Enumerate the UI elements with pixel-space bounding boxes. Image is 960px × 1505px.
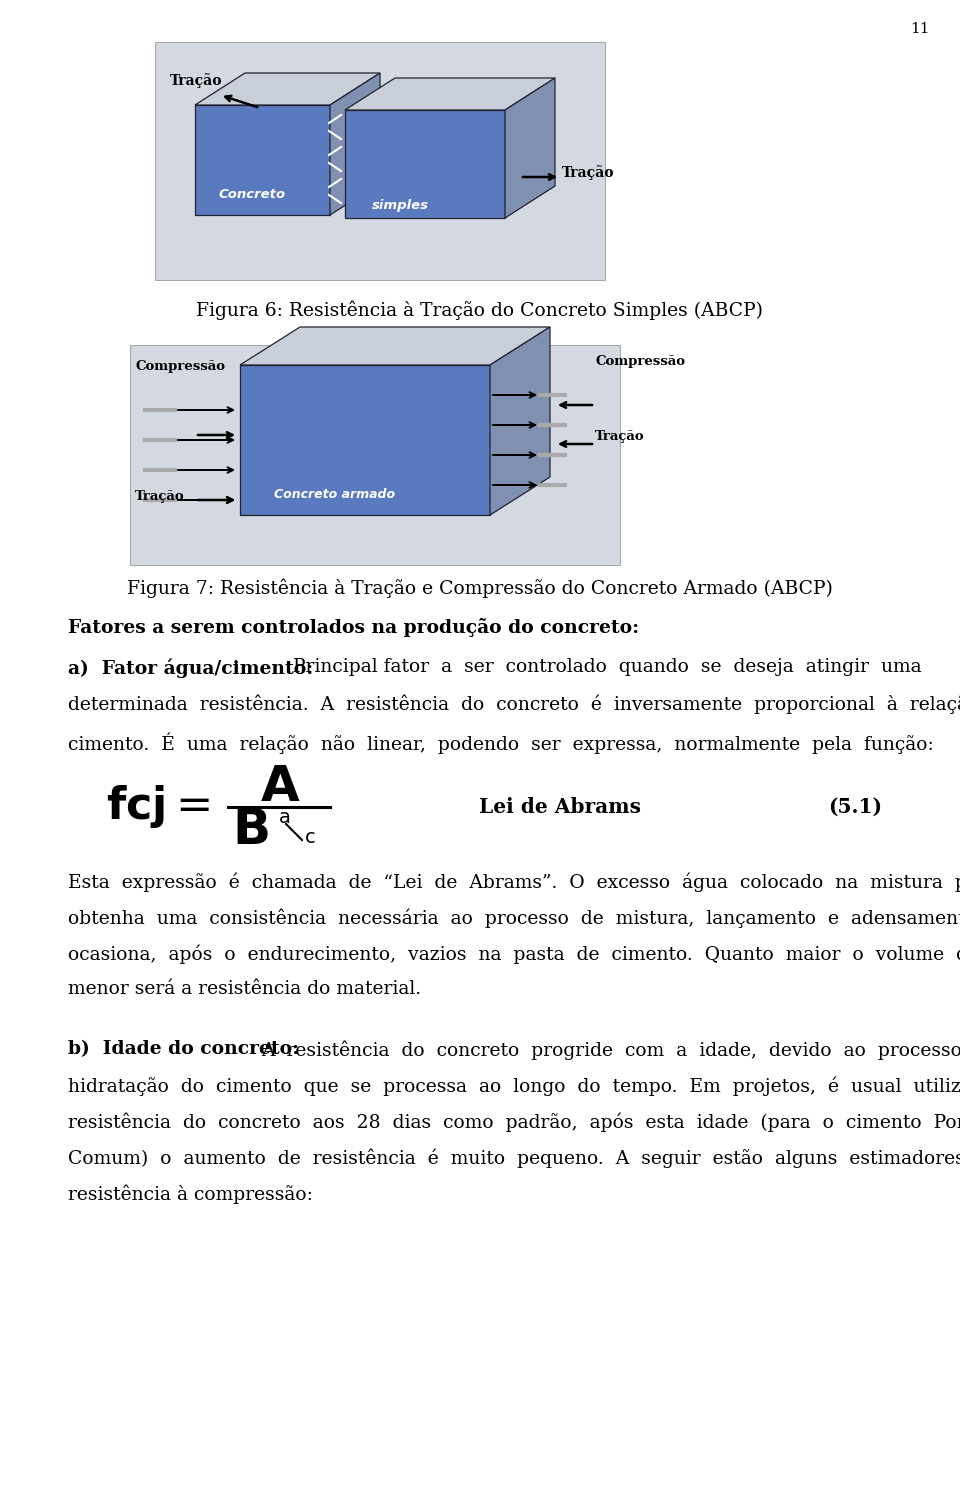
- Text: resistência à compressão:: resistência à compressão:: [68, 1184, 313, 1204]
- Text: Fatores a serem controlados na produção do concreto:: Fatores a serem controlados na produção …: [68, 619, 639, 637]
- Text: Comum)  o  aumento  de  resistência  é  muito  pequeno.  A  seguir  estão  algun: Comum) o aumento de resistência é muito …: [68, 1148, 960, 1168]
- Bar: [155, 42, 605, 280]
- Text: Tração: Tração: [562, 166, 614, 181]
- Polygon shape: [345, 110, 505, 218]
- Text: b)  Idade do concreto:: b) Idade do concreto:: [68, 1040, 300, 1058]
- Text: (5.1): (5.1): [828, 798, 882, 817]
- Text: simples: simples: [372, 199, 428, 212]
- Polygon shape: [330, 74, 380, 215]
- Polygon shape: [195, 74, 380, 105]
- Text: $\mathrm{a}$: $\mathrm{a}$: [278, 810, 290, 828]
- Text: Concreto armado: Concreto armado: [275, 489, 396, 501]
- Text: hidratação  do  cimento  que  se  processa  ao  longo  do  tempo.  Em  projetos,: hidratação do cimento que se processa ao…: [68, 1076, 960, 1096]
- Text: a)  Fator água/cimento:: a) Fator água/cimento:: [68, 658, 313, 677]
- Polygon shape: [345, 78, 555, 110]
- Text: A  resistência  do  concreto  progride  com  a  idade,  devido  ao  processo  de: A resistência do concreto progride com a…: [261, 1040, 960, 1060]
- Text: Concreto: Concreto: [219, 188, 285, 202]
- Text: resistência  do  concreto  aos  28  dias  como  padrão,  após  esta  idade  (par: resistência do concreto aos 28 dias como…: [68, 1112, 960, 1132]
- Text: Compressão: Compressão: [595, 355, 685, 369]
- Text: $\mathbf{fcj} = $: $\mathbf{fcj} = $: [106, 784, 210, 831]
- Text: determinada  resistência.  A  resistência  do  concreto  é  inversamente  propor: determinada resistência. A resistência d…: [68, 695, 960, 715]
- Text: ocasiona,  após  o  endurecimento,  vazios  na  pasta  de  cimento.  Quanto  mai: ocasiona, após o endurecimento, vazios n…: [68, 944, 960, 963]
- Text: 11: 11: [910, 23, 930, 36]
- Text: Esta  expressão  é  chamada  de  “Lei  de  Abrams”.  O  excesso  água  colocado : Esta expressão é chamada de “Lei de Abra…: [68, 871, 960, 891]
- Text: Tração: Tração: [595, 430, 644, 442]
- Polygon shape: [240, 366, 490, 515]
- Text: Tração: Tração: [170, 74, 223, 87]
- Text: cimento.  É  uma  relação  não  linear,  podendo  ser  expressa,  normalmente  p: cimento. É uma relação não linear, poden…: [68, 731, 934, 754]
- Text: $\mathrm{c}$: $\mathrm{c}$: [304, 829, 316, 847]
- Text: Figura 6: Resistência à Tração do Concreto Simples (ABCP): Figura 6: Resistência à Tração do Concre…: [197, 299, 763, 319]
- Text: Compressão: Compressão: [135, 360, 225, 373]
- Polygon shape: [490, 327, 550, 515]
- Text: Lei de Abrams: Lei de Abrams: [479, 798, 641, 817]
- Text: $\mathbf{B}$: $\mathbf{B}$: [231, 805, 268, 855]
- Text: $\mathbf{A}$: $\mathbf{A}$: [260, 762, 300, 811]
- Text: obtenha  uma  consistência  necessária  ao  processo  de  mistura,  lançamento  : obtenha uma consistência necessária ao p…: [68, 908, 960, 927]
- Polygon shape: [505, 78, 555, 218]
- Text: Figura 7: Resistência à Tração e Compressão do Concreto Armado (ABCP): Figura 7: Resistência à Tração e Compres…: [127, 578, 833, 597]
- Polygon shape: [195, 105, 330, 215]
- Text: menor será a resistência do material.: menor será a resistência do material.: [68, 980, 421, 998]
- Text: Tração: Tração: [135, 491, 184, 503]
- Text: Principal fator  a  ser  controlado  quando  se  deseja  atingir  uma: Principal fator a ser controlado quando …: [293, 658, 922, 676]
- Polygon shape: [240, 327, 550, 366]
- Bar: [130, 345, 620, 564]
